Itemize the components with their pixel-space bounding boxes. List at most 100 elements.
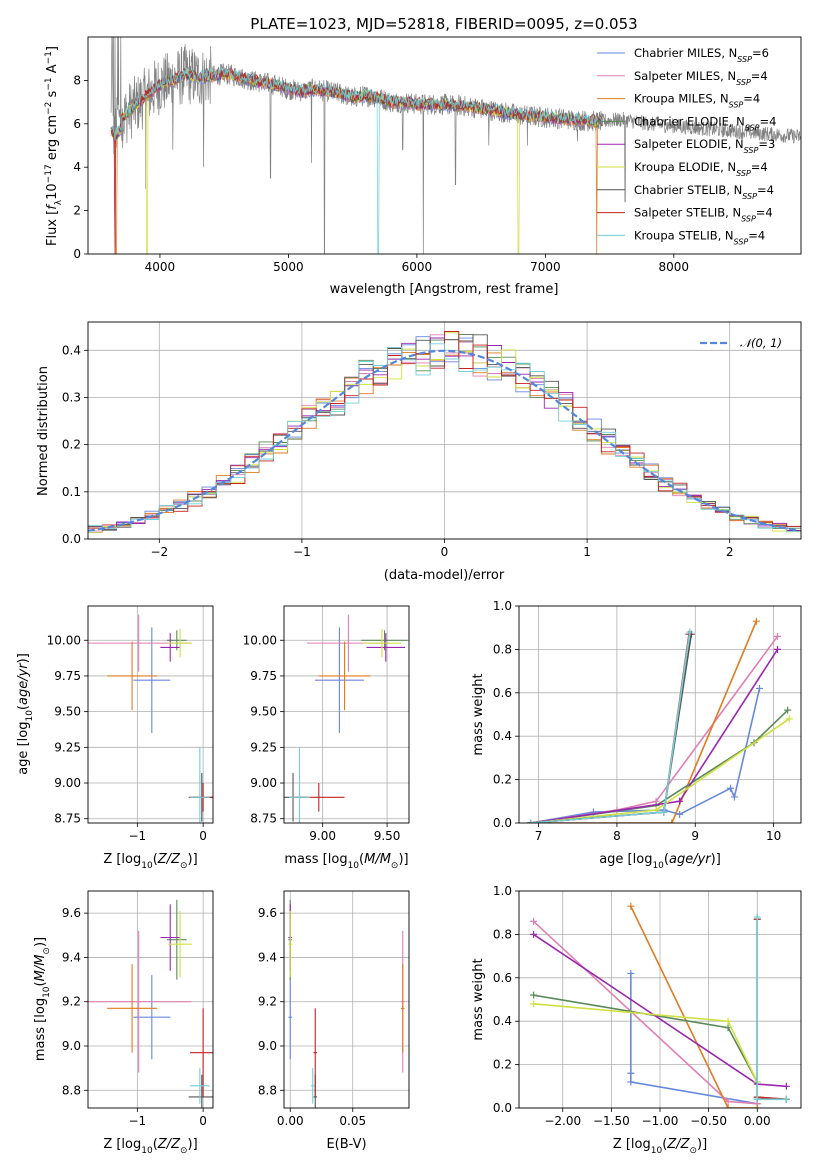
x-tick-label: 7000 <box>530 260 561 274</box>
legend-subscript: SSP <box>744 146 759 155</box>
mass-weight-point <box>753 1104 761 1108</box>
legend-text: =4 <box>748 228 765 242</box>
mass-weight-point <box>782 1082 790 1090</box>
legend-subscript: SSP <box>741 214 756 223</box>
x-tick-label: 6000 <box>402 260 433 274</box>
y-tick-label: 0.1 <box>62 485 81 499</box>
label-part: )] <box>398 852 408 867</box>
x-tick-label: 1 <box>583 545 591 559</box>
clipped-layer <box>284 614 408 823</box>
x-tick-label: 9 <box>691 829 699 843</box>
x-axis-label: Z [log10(Z/Z⊙)] <box>103 852 197 871</box>
legend-text: =4 <box>751 69 768 83</box>
label-part: )] <box>16 653 31 663</box>
mass-weight-point <box>724 1017 732 1025</box>
mass-weight-point <box>627 1069 635 1077</box>
legend-subscript: SSP <box>745 123 760 132</box>
y-tick-label: 0 <box>73 247 81 261</box>
label-part: Z/Z <box>666 1137 690 1152</box>
y-tick-label: 9.2 <box>62 995 81 1009</box>
label-part: M/M <box>364 852 391 867</box>
y-tick-label: 9.50 <box>54 705 81 719</box>
axes-frame <box>87 605 214 824</box>
x-tick-label: 0.05 <box>339 1114 366 1128</box>
plot-area <box>284 891 409 1108</box>
label-part: 10 <box>348 861 360 871</box>
x-tick-label: −1 <box>128 1114 146 1128</box>
gaussian-curve <box>88 349 799 532</box>
label-part: ⊙ <box>180 1146 188 1156</box>
y-tick-label: 0.6 <box>493 686 512 700</box>
label-part: age/yr <box>669 852 712 867</box>
label-part: )] <box>697 1137 707 1152</box>
y-tick-label: 4 <box>73 160 81 174</box>
x-tick-label: 9.00 <box>309 829 336 843</box>
label-part: ( <box>33 981 48 986</box>
label-part: )] <box>33 937 48 947</box>
x-axis-label: mass [log10(M/M⊙)] <box>284 852 408 871</box>
chart-title: PLATE=1023, MJD=52818, FIBERID=0095, z=0… <box>250 15 637 33</box>
plot-area <box>284 606 409 823</box>
legend-text: Kroupa STELIB, N <box>634 228 734 242</box>
mass-weight-point <box>660 808 668 816</box>
label-part: age [log <box>599 852 652 867</box>
label-part: )] <box>188 1137 198 1152</box>
legend-text: =6 <box>752 46 769 60</box>
legend-subscript: SSP <box>742 191 757 200</box>
mass-weight-point <box>730 793 738 801</box>
label-part: ⊙ <box>42 947 52 955</box>
model-spectrum-line <box>110 68 604 254</box>
label-part: ( <box>153 1137 158 1152</box>
label-part: −1 <box>44 51 54 64</box>
label-part: −17 <box>44 164 54 183</box>
y-tick-label: 9.00 <box>54 776 81 790</box>
spectrum-panel: 4000 5000 6000 7000 8000 0 2 4 6 8 PLATE=1023, MJD… <box>44 15 802 297</box>
y-tick-label: 10.00 <box>243 633 277 647</box>
legend-text: =3 <box>758 137 775 151</box>
x-tick-label: 2 <box>726 545 734 559</box>
y-tick-label: 8.75 <box>250 812 277 826</box>
label-part: ( <box>16 705 31 710</box>
y-axis-label: age [log10(age/yr)] <box>16 653 35 775</box>
y-tick-label: 0.6 <box>493 971 512 985</box>
legend-text: Chabrier ELODIE, N <box>634 114 745 128</box>
x-tick-label: −1.00 <box>642 1114 679 1128</box>
label-part: Z [log <box>613 1137 651 1152</box>
clipped-layer <box>88 899 213 1108</box>
label-part: M/M <box>33 955 48 982</box>
label-part: −1 <box>44 77 54 90</box>
clipped-layer <box>110 37 801 254</box>
axes-frame <box>283 890 410 1109</box>
y-tick-label: 0.8 <box>493 642 512 656</box>
mass-weight-point <box>753 1095 761 1103</box>
label-part: ] <box>45 46 60 51</box>
label-part: ( <box>662 1137 667 1152</box>
y-tick-label: 8 <box>73 73 81 87</box>
x-tick-label: 0 <box>441 545 449 559</box>
label-part: 10 <box>651 1146 663 1156</box>
mass-weight-point <box>784 706 792 714</box>
legend-subscript: SSP <box>737 55 752 64</box>
y-tick-label: 0.2 <box>493 773 512 787</box>
x-axis-label: wavelength [Angstrom, rest frame] <box>330 282 559 297</box>
label-part: 10 <box>45 183 60 200</box>
mass-weight-point <box>774 632 781 640</box>
y-tick-label: 9.00 <box>250 776 277 790</box>
mass-weight-point <box>530 1000 538 1008</box>
legend-text: Chabrier STELIB, N <box>634 183 742 197</box>
x-tick-label: 7 <box>535 829 543 843</box>
x-tick-label: −2.00 <box>544 1114 581 1128</box>
mass-weight-point <box>530 917 538 925</box>
mass-weight-point <box>627 969 635 977</box>
legend-text: Kroupa MILES, N <box>634 92 729 106</box>
y-tick-label: 9.6 <box>62 906 81 920</box>
label-part: ( <box>153 852 158 867</box>
label-part: Z/Z <box>157 852 181 867</box>
y-axis-label: Flux [fλ10−17 erg cm−2 s−1 A−1] <box>44 46 64 246</box>
y-tick-label: 0.0 <box>493 816 512 830</box>
label-part: ⊙ <box>689 1146 697 1156</box>
label-part: s <box>45 90 60 101</box>
mass-weight-point <box>527 819 535 823</box>
label-part: E(B-V) <box>326 1137 366 1152</box>
